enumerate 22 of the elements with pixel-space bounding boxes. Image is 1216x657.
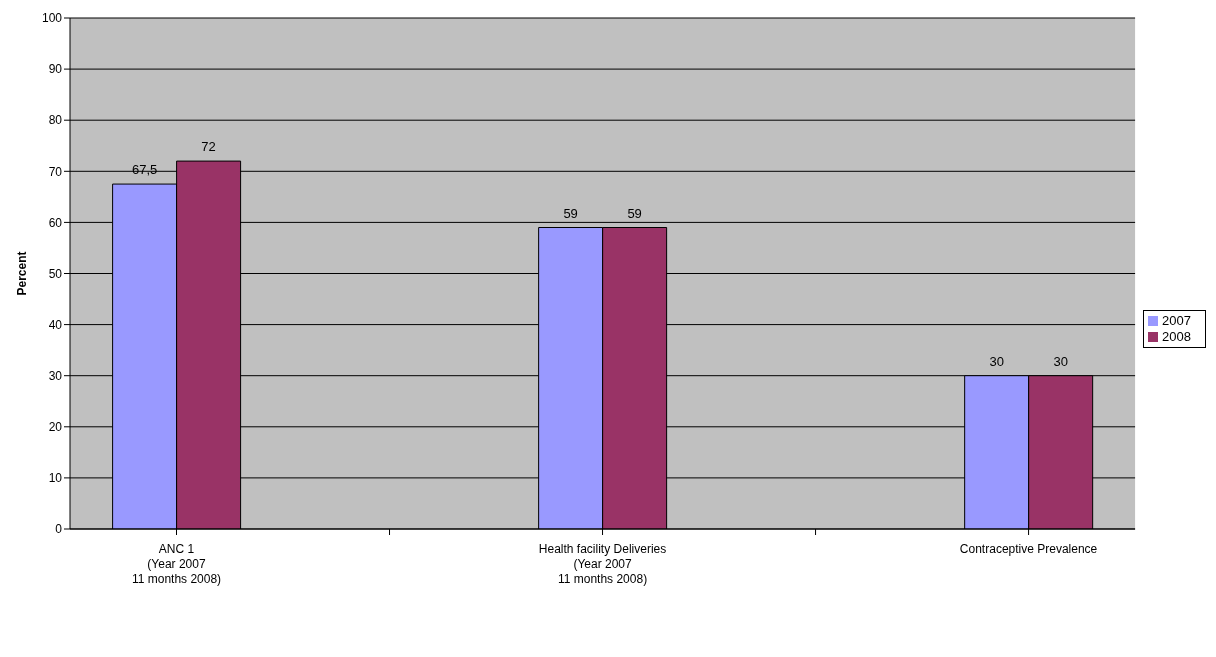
y-tick-label: 50 xyxy=(48,266,63,281)
y-tick-label: 70 xyxy=(48,164,63,179)
x-tick-label: ANC 1 (Year 2007 11 months 2008) xyxy=(131,542,222,586)
data-label: 59 xyxy=(563,205,578,221)
legend-label: 2007 xyxy=(1162,312,1191,328)
y-axis-title: Percent xyxy=(15,251,30,296)
legend-label: 2008 xyxy=(1162,328,1191,344)
data-label: 59 xyxy=(627,205,642,221)
data-label: 72 xyxy=(201,139,216,155)
x-tick-label: Health facility Deliveries (Year 2007 11 months 2008) xyxy=(538,542,667,586)
y-tick-label: 10 xyxy=(48,471,63,486)
y-tick-label: 90 xyxy=(48,62,63,77)
y-tick-label: 80 xyxy=(48,113,63,128)
y-tick-label: 100 xyxy=(41,11,63,26)
y-tick-label: 40 xyxy=(48,317,63,332)
y-tick-label: 20 xyxy=(48,420,63,435)
y-tick-label: 60 xyxy=(48,215,63,230)
y-tick-label: 30 xyxy=(48,368,63,383)
data-label: 30 xyxy=(989,353,1004,369)
y-tick-label: 0 xyxy=(55,522,63,537)
x-tick-label: Contraceptive Prevalence xyxy=(959,542,1098,556)
data-label: 30 xyxy=(1053,353,1068,369)
